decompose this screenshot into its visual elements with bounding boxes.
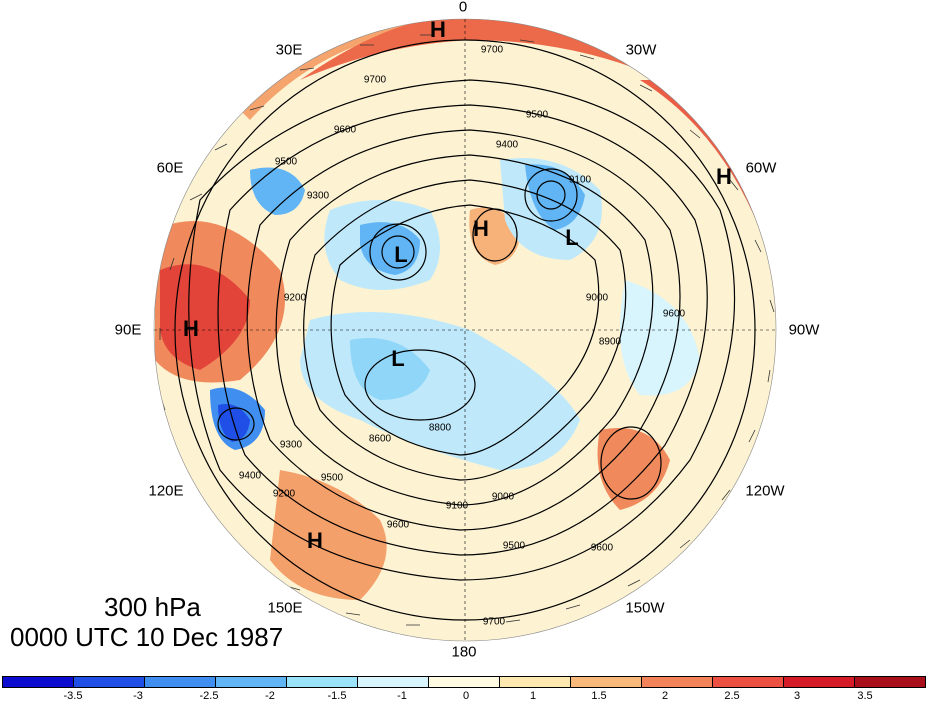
colorbar-label: -2.5 [199,690,219,702]
contour-label: 9700 [482,616,506,628]
colorbar-label: 3 [793,690,801,702]
colorbar-swatch [216,677,287,687]
contour-label: 9600 [333,124,357,136]
colorbar-swatch [145,677,216,687]
colorbar-swatch [571,677,642,687]
colorbar-swatch [642,677,713,687]
colorbar-label: -3 [133,690,143,702]
contour-label: 9000 [585,292,609,304]
lon-label-0: 0 [458,0,468,16]
graticule [154,19,776,641]
anomaly-colorbar [2,676,926,688]
colorbar-swatch [855,677,925,687]
contour-label: 8600 [368,433,392,445]
contour-label: 9200 [283,292,307,304]
high-pressure-marker: H [183,316,199,341]
colorbar-swatch [74,677,145,687]
contour-label: 9100 [445,500,469,512]
lon-label-30w: 30W [625,41,657,59]
valid-time-title: 0000 UTC 10 Dec 1987 [10,622,284,652]
contour-label: 9200 [272,488,296,500]
colorbar-swatch [358,677,429,687]
contour-label: 9500 [320,472,344,484]
colorbar-label: 3.5 [857,690,873,702]
contour-label: 9400 [495,139,519,151]
high-pressure-marker: H [307,528,323,553]
high-pressure-marker: H [430,17,446,42]
contour-label: 9500 [502,540,526,552]
lon-label-90w: 90W [788,321,820,339]
contour-label: 9500 [274,156,298,168]
low-pressure-marker: L [394,242,408,267]
low-pressure-marker: L [565,225,579,250]
colorbar-swatch [3,677,74,687]
colorbar-label: -2 [265,690,275,702]
contour-label: 9300 [279,439,303,451]
lon-label-120e: 120E [148,482,184,500]
contour-label: 9600 [386,519,410,531]
lon-label-90e: 90E [114,321,142,339]
colorbar-label: -3.5 [63,690,83,702]
map-boundary [153,18,777,642]
lon-label-60e: 60E [156,159,184,177]
lon-label-150w: 150W [625,599,665,617]
lon-label-180: 180 [451,643,477,661]
colorbar-swatch [713,677,784,687]
contour-label: 9600 [590,542,614,554]
colorbar-label: -1 [397,690,407,702]
colorbar-label: 1 [529,690,537,702]
colorbar-label: 2.5 [724,690,740,702]
contour-label: 8800 [428,422,452,434]
lon-label-30e: 30E [275,41,303,59]
colorbar-label: 2 [661,690,669,702]
contour-label: 9100 [568,174,592,186]
lon-label-60w: 60W [745,159,777,177]
high-pressure-marker: H [716,164,732,189]
lon-label-150e: 150E [267,599,303,617]
colorbar-swatch [500,677,571,687]
low-pressure-marker: L [391,346,405,371]
contour-label: 9400 [238,470,262,482]
contour-label: 9700 [480,44,504,56]
contour-label: 9000 [491,491,515,503]
colorbar-label: -1.5 [327,690,347,702]
contour-label: 8900 [598,336,622,348]
high-pressure-marker: H [473,216,489,241]
contour-label: 9300 [306,190,330,202]
pressure-level-title: 300 hPa [104,592,201,622]
contour-label: 9500 [525,109,549,121]
contour-label: 9600 [662,308,686,320]
colorbar-label: 0 [462,690,470,702]
lon-label-120w: 120W [745,482,785,500]
colorbar-label: 1.5 [591,690,607,702]
colorbar-swatch [287,677,358,687]
colorbar-swatch [784,677,855,687]
contour-label: 9700 [363,74,387,86]
colorbar-swatch [429,677,500,687]
